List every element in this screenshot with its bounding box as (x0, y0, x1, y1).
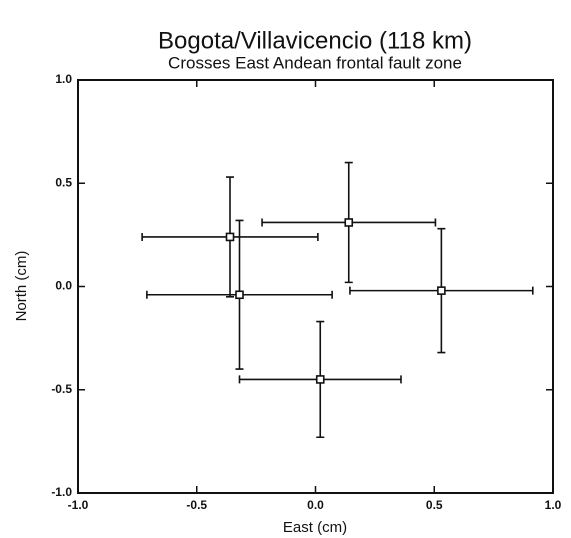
y-tick-label: -1.0 (51, 485, 72, 499)
point (344, 218, 354, 227)
y-tick-label: 1.0 (55, 72, 72, 86)
x-tick-label: -0.5 (186, 498, 207, 512)
x-tick-label: 1.0 (545, 498, 562, 512)
y-tick-label: -0.5 (51, 382, 72, 396)
plot-frame (77, 79, 554, 494)
chart-subtitle: Crosses East Andean frontal fault zone (168, 53, 462, 72)
chart-title: Bogota/Villavicencio (118 km) (158, 27, 472, 54)
point (235, 290, 244, 300)
point (225, 232, 235, 242)
point (315, 375, 325, 384)
y-tick-label: 0.5 (55, 175, 72, 189)
x-axis-label: East (cm) (283, 519, 347, 536)
point (437, 286, 446, 295)
x-tick-label: 0.5 (426, 498, 443, 512)
x-tick-label: 0.0 (307, 498, 324, 512)
y-tick-label: 0.0 (55, 279, 72, 293)
y-axis-label: North (cm) (13, 251, 30, 322)
x-tick-label: -1.0 (68, 498, 89, 512)
